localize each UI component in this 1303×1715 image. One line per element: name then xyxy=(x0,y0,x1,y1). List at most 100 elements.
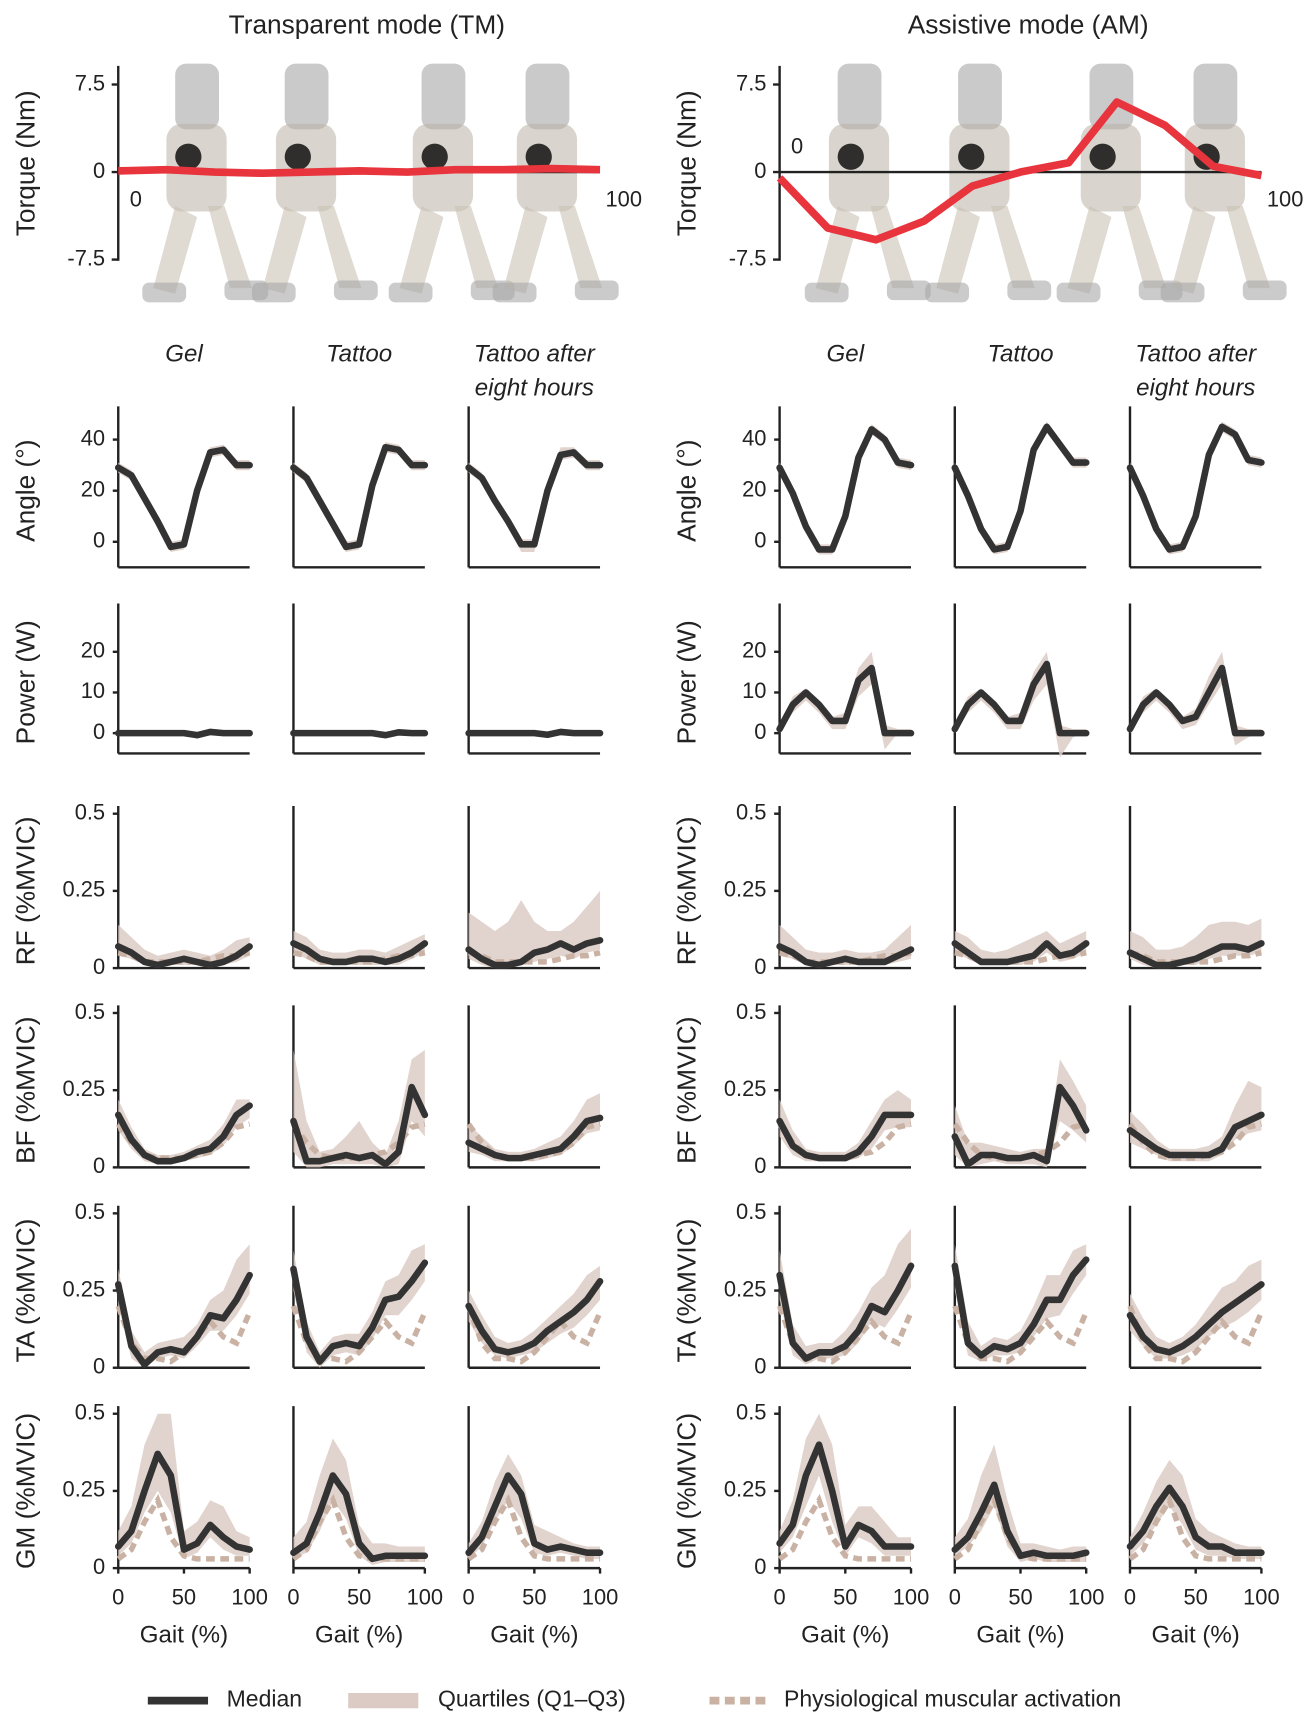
panel xyxy=(290,1205,429,1369)
physio-line xyxy=(952,1305,1089,1365)
panel xyxy=(951,603,1090,758)
x-tick-label: 100 xyxy=(606,186,642,211)
median-line xyxy=(290,1472,429,1563)
x-tick-label: 0 xyxy=(791,134,803,159)
x-tick-label: 0 xyxy=(774,1585,786,1610)
y-tick-label: 0.25 xyxy=(724,1076,767,1101)
median-line xyxy=(951,940,1090,966)
mode-title: Transparent mode (TM) xyxy=(229,9,505,39)
median-line xyxy=(114,1102,253,1165)
panel xyxy=(951,1205,1090,1369)
y-axis-label: Angle (°) xyxy=(10,439,40,541)
y-tick-label: 0.5 xyxy=(75,1199,105,1224)
median-line xyxy=(114,1450,253,1553)
y-tick-label: 0 xyxy=(93,954,105,979)
condition-text: Gel xyxy=(165,339,203,367)
quartile-band xyxy=(1129,918,1262,969)
quartile-band xyxy=(779,1228,912,1365)
x-tick-label: 100 xyxy=(1267,186,1303,211)
median-line xyxy=(114,1271,253,1368)
y-tick-label: 0 xyxy=(93,158,105,183)
y-tick-label: 0.5 xyxy=(75,1400,105,1425)
panel: 0 0.25 0.5 xyxy=(724,1199,915,1379)
x-tick-label: 100 xyxy=(407,1585,444,1610)
y-tick-label: 0.25 xyxy=(63,1276,106,1301)
median-line xyxy=(465,1114,604,1162)
y-axis-label: BF (%MVIC) xyxy=(672,1016,702,1163)
median-line xyxy=(290,1259,429,1365)
y-tick-label: 40 xyxy=(742,425,766,450)
panel xyxy=(290,603,429,755)
y-tick-label: 0.25 xyxy=(724,1477,767,1502)
y-tick-label: 0.5 xyxy=(75,799,105,824)
panel xyxy=(465,1205,604,1369)
median-line xyxy=(951,1256,1090,1359)
median-line xyxy=(951,423,1090,553)
y-axis-label: RF (%MVIC) xyxy=(10,816,40,965)
panel: 0 0.25 0.5 xyxy=(724,799,915,979)
quartile-band xyxy=(779,1413,912,1556)
median-line xyxy=(290,443,429,551)
quartile-band xyxy=(468,1453,601,1559)
median-line xyxy=(951,660,1090,737)
panel xyxy=(465,603,604,755)
y-tick-label: 20 xyxy=(742,638,766,663)
y-tick-label: 0 xyxy=(93,1153,105,1178)
physio-line xyxy=(116,1493,250,1562)
y-axis-label: RF (%MVIC) xyxy=(672,816,702,965)
panel xyxy=(1126,1005,1265,1169)
x-axis-label: Gait (%) xyxy=(315,1621,403,1648)
x-tick-label: 50 xyxy=(1184,1585,1208,1610)
x-tick-label: 0 xyxy=(287,1585,299,1610)
panel xyxy=(1126,406,1265,569)
physio-line xyxy=(778,1493,912,1562)
y-axis-label: Torque (Nm) xyxy=(672,90,702,236)
y-tick-label: 0 xyxy=(754,719,766,744)
y-tick-label: 0.5 xyxy=(736,999,766,1024)
legend-label: Quartiles (Q1–Q3) xyxy=(438,1686,626,1712)
panel xyxy=(290,406,429,569)
quartile-band xyxy=(118,1244,250,1368)
y-axis-label: Angle (°) xyxy=(672,439,702,541)
y-axis-label: GM (%MVIC) xyxy=(10,1413,40,1569)
y-axis-label: Power (W) xyxy=(10,620,40,744)
y-tick-label: 7.5 xyxy=(75,70,105,95)
median-line xyxy=(1126,940,1265,969)
x-tick-label: 100 xyxy=(1068,1585,1105,1610)
y-tick-label: 0.5 xyxy=(736,799,766,824)
y-tick-label: 0.5 xyxy=(75,999,105,1024)
condition-text: Tattoo xyxy=(987,339,1054,367)
y-tick-label: 0.25 xyxy=(724,1276,767,1301)
condition-label: Tattoo after eight hours xyxy=(474,340,595,401)
legend-swatch xyxy=(348,1692,419,1709)
median-line xyxy=(776,664,915,737)
physio-line xyxy=(466,1305,603,1365)
y-tick-label: 0 xyxy=(754,1554,766,1579)
condition-text: Tattoo after eight hours xyxy=(1135,339,1257,401)
panel xyxy=(465,1005,604,1169)
y-tick-label: 0 xyxy=(754,954,766,979)
physio-line xyxy=(777,1305,914,1365)
legend: Median Quartiles (Q1–Q3) Physiological mus… xyxy=(147,1686,1121,1712)
x-tick-label: 50 xyxy=(347,1585,371,1610)
median-line xyxy=(1126,664,1265,737)
x-tick-label: 0 xyxy=(949,1585,961,1610)
x-tick-label: 0 xyxy=(463,1585,475,1610)
y-tick-label: 0.25 xyxy=(724,877,767,902)
x-axis-label: Gait (%) xyxy=(1152,1621,1240,1648)
median-line xyxy=(114,446,253,551)
x-tick-label: 100 xyxy=(893,1585,929,1610)
x-tick-label: 0 xyxy=(130,186,142,211)
median-line xyxy=(1126,1281,1265,1356)
median-line xyxy=(465,937,604,969)
x-tick-label: 0 xyxy=(1124,1585,1136,1610)
panel: 0 0.25 0.5 xyxy=(724,999,915,1178)
x-axis-label: Gait (%) xyxy=(490,1621,578,1648)
quartile-band xyxy=(779,651,912,750)
median-line xyxy=(290,940,429,966)
